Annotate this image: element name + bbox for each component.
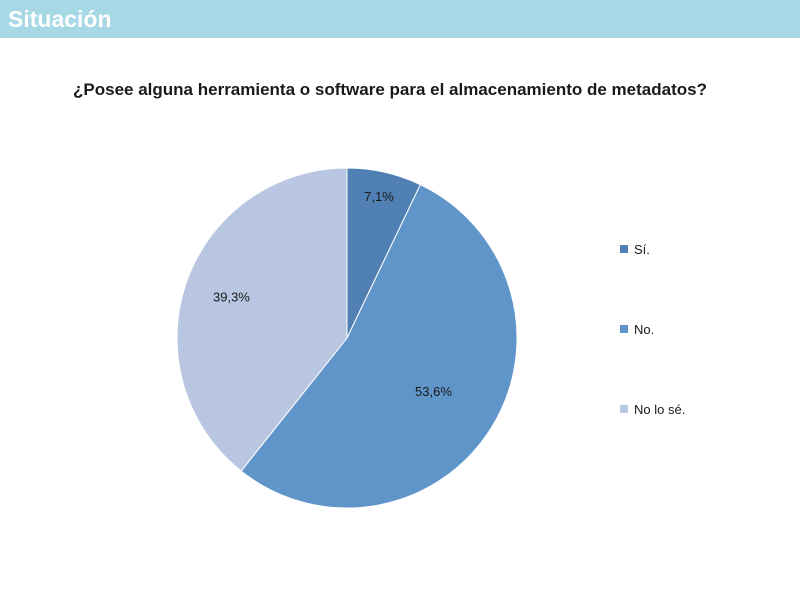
- legend-item-no: No.: [620, 320, 654, 338]
- page-title: Situación: [8, 6, 112, 32]
- header-bar: Situación: [0, 0, 800, 38]
- legend-item-si: Sí.: [620, 240, 650, 258]
- legend-label-no-lo-se: No lo sé.: [634, 401, 686, 417]
- pie-slice-2: [176, 167, 348, 472]
- legend-swatch-si: [620, 245, 628, 253]
- chart-title: ¿Posee alguna herramienta o software par…: [73, 80, 707, 99]
- pie-label-2: 39,3%: [213, 290, 250, 305]
- pie-label-0: 7,1%: [364, 189, 394, 204]
- legend-swatch-no-lo-se: [620, 405, 628, 413]
- legend-label-si: Sí.: [634, 241, 650, 257]
- legend-label-no: No.: [634, 321, 655, 337]
- legend-swatch-no: [620, 325, 628, 333]
- pie-slice-1: [240, 183, 518, 509]
- pie-label-1: 53,6%: [415, 384, 452, 399]
- legend-item-no-lo-se: No lo sé.: [620, 400, 685, 418]
